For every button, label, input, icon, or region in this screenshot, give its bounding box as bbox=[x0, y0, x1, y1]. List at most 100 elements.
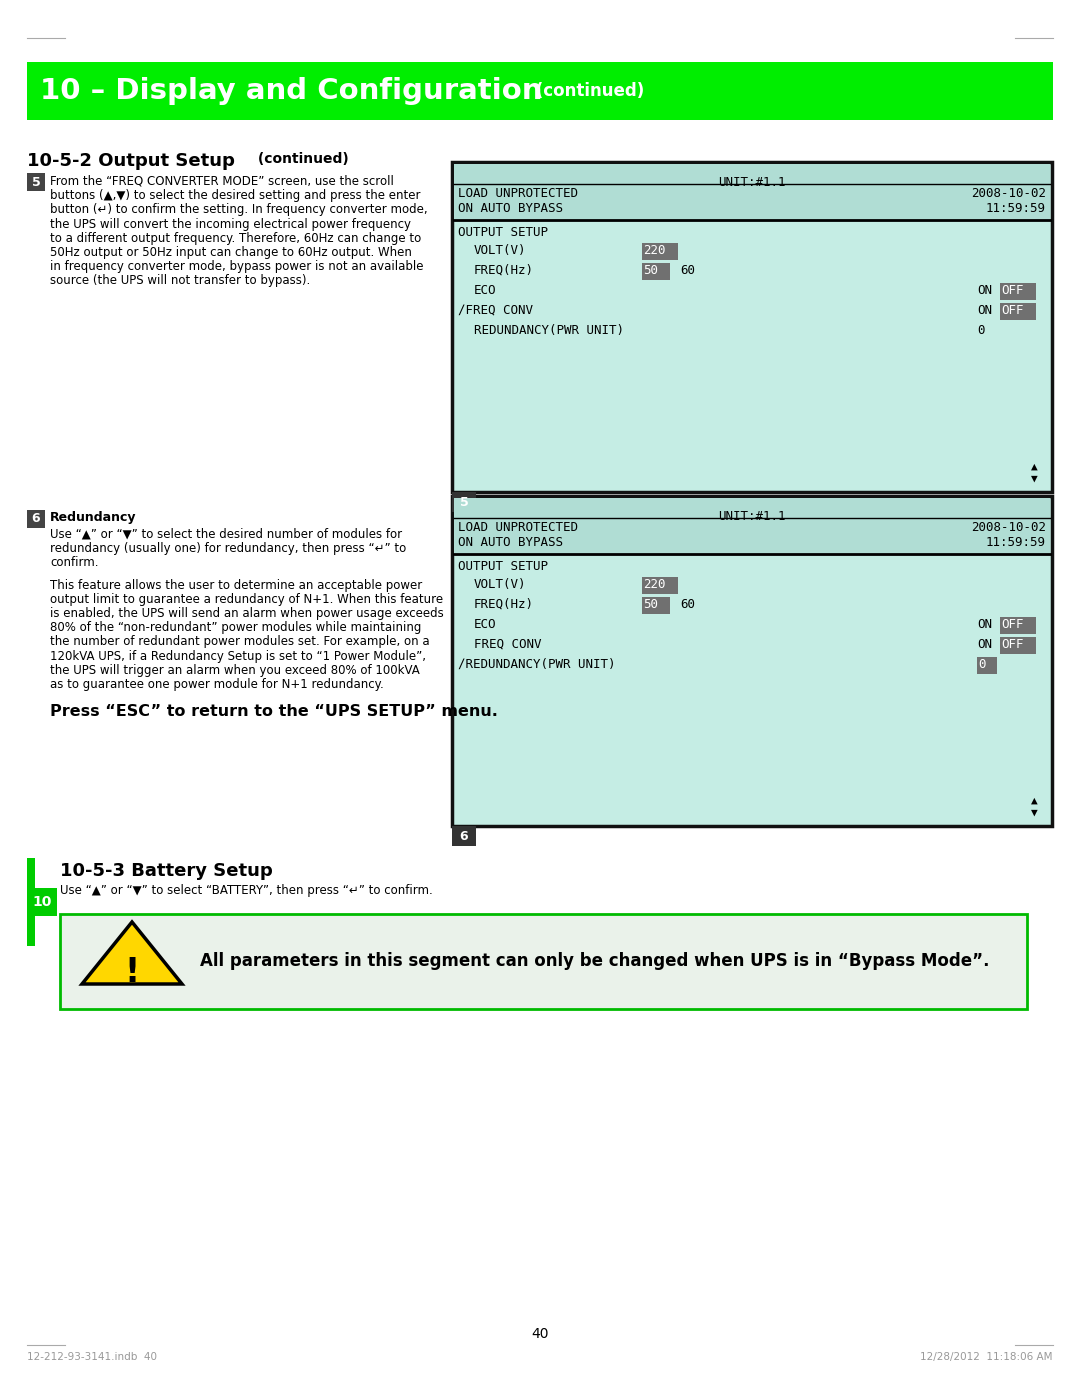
Text: 10-5-2 Output Setup: 10-5-2 Output Setup bbox=[27, 151, 234, 169]
Text: 10-5-3 Battery Setup: 10-5-3 Battery Setup bbox=[60, 862, 273, 880]
Text: redundancy (usually one) for redundancy, then press “↵” to: redundancy (usually one) for redundancy,… bbox=[50, 543, 406, 555]
Text: ▼: ▼ bbox=[1030, 808, 1038, 818]
Text: button (↵) to confirm the setting. In frequency converter mode,: button (↵) to confirm the setting. In fr… bbox=[50, 204, 428, 216]
Text: 6: 6 bbox=[31, 512, 40, 526]
Text: in frequency converter mode, bypass power is not an available: in frequency converter mode, bypass powe… bbox=[50, 260, 423, 273]
Text: 50: 50 bbox=[643, 264, 658, 277]
Text: to a different output frequency. Therefore, 60Hz can change to: to a different output frequency. Therefo… bbox=[50, 231, 421, 245]
Bar bbox=[454, 498, 1050, 556]
Bar bbox=[642, 598, 670, 614]
Bar bbox=[27, 62, 1053, 120]
Text: ON: ON bbox=[977, 618, 993, 631]
Text: LOAD UNPROTECTED: LOAD UNPROTECTED bbox=[458, 521, 578, 534]
Polygon shape bbox=[82, 923, 183, 985]
Text: (continued): (continued) bbox=[530, 83, 645, 101]
Text: is enabled, the UPS will send an alarm when power usage exceeds: is enabled, the UPS will send an alarm w… bbox=[50, 607, 444, 620]
Text: Use “▲” or “▼” to select the desired number of modules for: Use “▲” or “▼” to select the desired num… bbox=[50, 527, 402, 541]
Bar bbox=[27, 858, 35, 880]
Text: ∕REDUNDANCY(PWR UNIT): ∕REDUNDANCY(PWR UNIT) bbox=[458, 658, 616, 671]
Text: 12-212-93-3141.indb  40: 12-212-93-3141.indb 40 bbox=[27, 1352, 157, 1362]
Text: ON AUTO BYPASS: ON AUTO BYPASS bbox=[458, 202, 563, 215]
Text: 0: 0 bbox=[978, 658, 986, 671]
Bar bbox=[454, 164, 1050, 222]
Text: (continued): (continued) bbox=[253, 151, 349, 167]
Text: the UPS will convert the incoming electrical power frequency: the UPS will convert the incoming electr… bbox=[50, 218, 411, 230]
Text: 220: 220 bbox=[643, 244, 665, 257]
Text: ▼: ▼ bbox=[1030, 474, 1038, 483]
Bar bbox=[453, 492, 476, 512]
Bar bbox=[27, 858, 35, 946]
Text: as to guarantee one power module for N+1 redundancy.: as to guarantee one power module for N+1… bbox=[50, 677, 383, 691]
Text: 50Hz output or 50Hz input can change to 60Hz output. When: 50Hz output or 50Hz input can change to … bbox=[50, 246, 411, 259]
Text: 60: 60 bbox=[680, 264, 696, 277]
Text: 11:59:59: 11:59:59 bbox=[986, 202, 1047, 215]
Text: ECO: ECO bbox=[474, 618, 497, 631]
Text: !: ! bbox=[124, 956, 139, 989]
Text: ▲: ▲ bbox=[1030, 796, 1038, 806]
Bar bbox=[27, 174, 45, 191]
Text: ON: ON bbox=[977, 638, 993, 651]
Text: VOLT(V): VOLT(V) bbox=[474, 578, 527, 591]
Bar bbox=[453, 496, 1052, 826]
Text: 220: 220 bbox=[643, 578, 665, 591]
Text: output limit to guarantee a redundancy of N+1. When this feature: output limit to guarantee a redundancy o… bbox=[50, 593, 443, 606]
Bar bbox=[1000, 284, 1036, 300]
Text: LOAD UNPROTECTED: LOAD UNPROTECTED bbox=[458, 187, 578, 200]
Text: 0: 0 bbox=[977, 324, 985, 337]
Text: 10 – Display and Configuration: 10 – Display and Configuration bbox=[40, 77, 542, 105]
Bar bbox=[1000, 303, 1036, 319]
Text: Press “ESC” to return to the “UPS SETUP” menu.: Press “ESC” to return to the “UPS SETUP”… bbox=[50, 704, 498, 719]
Text: the UPS will trigger an alarm when you exceed 80% of 100kVA: the UPS will trigger an alarm when you e… bbox=[50, 664, 420, 677]
Text: ON: ON bbox=[977, 304, 993, 317]
Text: 11:59:59: 11:59:59 bbox=[986, 536, 1047, 549]
Bar bbox=[1000, 638, 1036, 654]
Text: the number of redundant power modules set. For example, on a: the number of redundant power modules se… bbox=[50, 635, 430, 649]
Text: FREQ(Hz): FREQ(Hz) bbox=[474, 264, 534, 277]
Bar bbox=[453, 162, 1052, 492]
Text: OUTPUT SETUP: OUTPUT SETUP bbox=[458, 560, 548, 573]
Text: FREQ(Hz): FREQ(Hz) bbox=[474, 598, 534, 611]
Bar bbox=[453, 826, 476, 845]
Text: 12/28/2012  11:18:06 AM: 12/28/2012 11:18:06 AM bbox=[920, 1352, 1053, 1362]
Text: FREQ CONV: FREQ CONV bbox=[474, 638, 541, 651]
Text: UNIT:#1.1: UNIT:#1.1 bbox=[718, 176, 786, 189]
Text: 6: 6 bbox=[460, 829, 469, 843]
Text: source (the UPS will not transfer to bypass).: source (the UPS will not transfer to byp… bbox=[50, 274, 310, 288]
Text: This feature allows the user to determine an acceptable power: This feature allows the user to determin… bbox=[50, 578, 422, 592]
Text: 50: 50 bbox=[643, 598, 658, 611]
Text: 5: 5 bbox=[31, 175, 40, 189]
Bar bbox=[27, 509, 45, 527]
Bar bbox=[642, 577, 678, 593]
Text: ECO: ECO bbox=[474, 284, 497, 297]
Text: UNIT:#1.1: UNIT:#1.1 bbox=[718, 509, 786, 523]
Text: REDUNDANCY(PWR UNIT): REDUNDANCY(PWR UNIT) bbox=[474, 324, 624, 337]
Text: 120kVA UPS, if a Redundancy Setup is set to “1 Power Module”,: 120kVA UPS, if a Redundancy Setup is set… bbox=[50, 650, 426, 662]
Bar bbox=[27, 888, 57, 916]
Text: OFF: OFF bbox=[1001, 304, 1024, 317]
Bar bbox=[642, 242, 678, 260]
Text: 2008-10-02: 2008-10-02 bbox=[971, 187, 1047, 200]
Text: ON: ON bbox=[977, 284, 993, 297]
Text: ▲: ▲ bbox=[1030, 463, 1038, 472]
Text: OUTPUT SETUP: OUTPUT SETUP bbox=[458, 226, 548, 240]
Text: 80% of the “non-redundant” power modules while maintaining: 80% of the “non-redundant” power modules… bbox=[50, 621, 421, 635]
Text: OFF: OFF bbox=[1001, 284, 1024, 297]
Bar bbox=[977, 657, 997, 673]
Text: VOLT(V): VOLT(V) bbox=[474, 244, 527, 257]
Text: 40: 40 bbox=[531, 1327, 549, 1341]
Text: buttons (▲,▼) to select the desired setting and press the enter: buttons (▲,▼) to select the desired sett… bbox=[50, 189, 420, 202]
Text: Use “▲” or “▼” to select “BATTERY”, then press “↵” to confirm.: Use “▲” or “▼” to select “BATTERY”, then… bbox=[60, 884, 433, 896]
Text: All parameters in this segment can only be changed when UPS is in “Bypass Mode”.: All parameters in this segment can only … bbox=[200, 952, 989, 969]
Text: ON AUTO BYPASS: ON AUTO BYPASS bbox=[458, 536, 563, 549]
Text: 2008-10-02: 2008-10-02 bbox=[971, 521, 1047, 534]
Text: 5: 5 bbox=[460, 496, 469, 508]
Text: OFF: OFF bbox=[1001, 638, 1024, 651]
Text: confirm.: confirm. bbox=[50, 556, 98, 570]
Text: ∕FREQ CONV: ∕FREQ CONV bbox=[458, 304, 534, 317]
Text: Redundancy: Redundancy bbox=[50, 511, 136, 525]
Text: 10: 10 bbox=[32, 895, 52, 909]
Text: From the “FREQ CONVERTER MODE” screen, use the scroll: From the “FREQ CONVERTER MODE” screen, u… bbox=[50, 175, 394, 189]
Text: OFF: OFF bbox=[1001, 618, 1024, 631]
Text: 60: 60 bbox=[680, 598, 696, 611]
Bar bbox=[1000, 617, 1036, 633]
